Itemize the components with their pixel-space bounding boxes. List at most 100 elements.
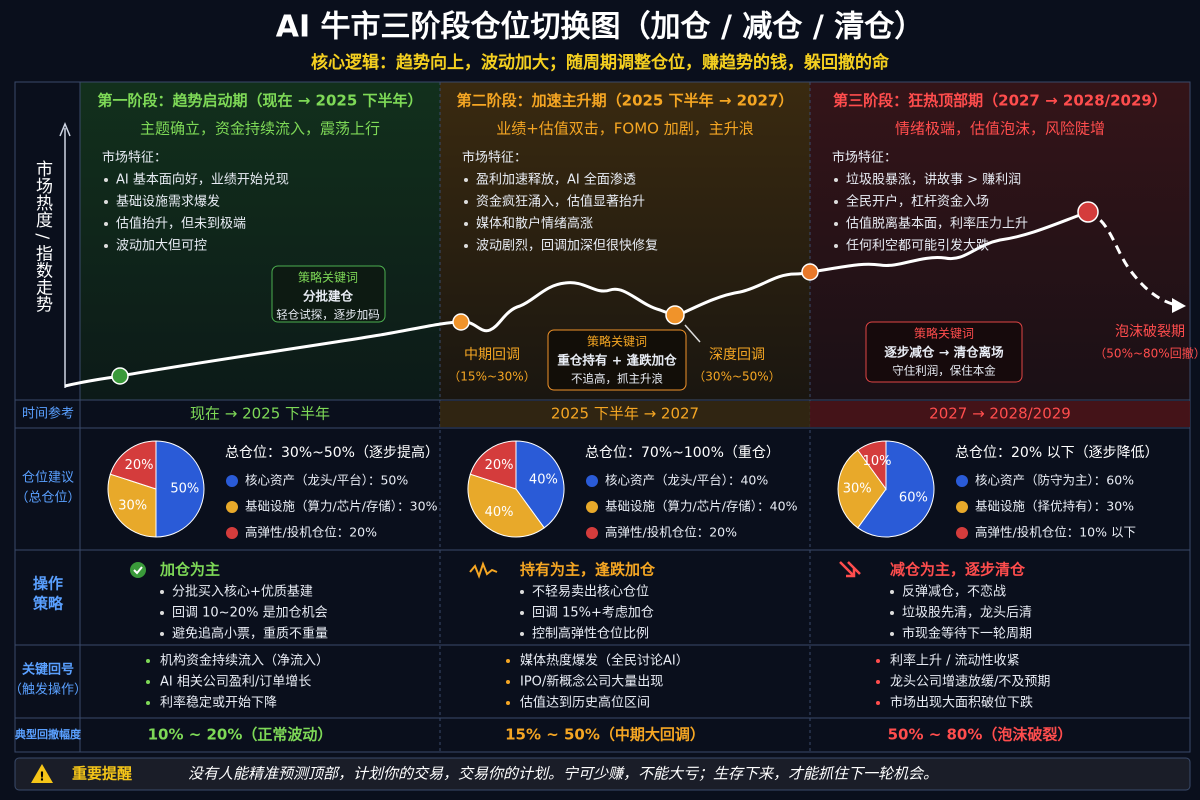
keyword-line: 不追高，抓主升浪 <box>571 372 663 386</box>
bullet <box>104 244 108 248</box>
milestone-dot <box>801 263 819 281</box>
bullet <box>876 701 880 705</box>
bullet <box>146 659 150 663</box>
row-label: 策略 <box>32 595 64 613</box>
feature: 盈利加速释放，AI 全面渗透 <box>476 172 636 188</box>
feature: 媒体和散户情绪高涨 <box>476 216 593 232</box>
pie-label: 40% <box>529 473 558 488</box>
signal-item: 龙头公司增速放缓/不及预期 <box>890 675 1050 690</box>
row-sublabel: （总仓位） <box>15 491 80 506</box>
feature: 全民开户，杠杆资金入场 <box>846 194 989 210</box>
pie-slice <box>467 473 545 538</box>
title: AI 牛市三阶段仓位切换图（加仓 / 减仓 / 清仓） <box>276 10 925 45</box>
legend-dot <box>586 501 598 513</box>
legend-dot <box>956 527 968 539</box>
keyword-title: 策略关键词 <box>914 326 974 341</box>
milestone-dot <box>665 305 685 325</box>
signal-item: AI 相关公司盈利/订单增长 <box>160 675 311 690</box>
bullet <box>834 178 838 182</box>
ops-item: 避免追高小票，重质不重量 <box>172 626 328 642</box>
milestone-dot <box>452 313 470 331</box>
phase-title: 第二阶段：加速主升期（2025 下半年 → 2027） <box>457 92 794 110</box>
keyword-title: 策略关键词 <box>298 270 358 285</box>
bullet <box>876 659 880 663</box>
bullet <box>464 200 468 204</box>
legend-item: 高弹性/投机仓位：10% 以下 <box>975 525 1136 540</box>
trend-curve-dashed <box>1087 210 1181 308</box>
phase-bg <box>80 82 440 400</box>
icon <box>469 561 498 579</box>
icon <box>839 561 861 578</box>
phase-tagline: 情绪极端，估值泡沫，风险陡增 <box>895 120 1105 138</box>
feature: 波动加大但可控 <box>116 239 207 254</box>
bullet <box>890 632 894 636</box>
feature: AI 基本面向好，业绩开始兑现 <box>116 172 289 188</box>
legend-item: 核心资产（龙头/平台）：40% <box>605 473 768 488</box>
pie-label: 50% <box>170 482 199 497</box>
time-cell: 2027 → 2028/2029 <box>929 405 1071 423</box>
pie-label: 40% <box>485 505 514 520</box>
legend-dot <box>586 475 598 487</box>
bullet <box>520 632 524 636</box>
pie-label: 10% <box>863 454 892 469</box>
keyword-line: 分批建仓 <box>303 289 354 304</box>
point-label: 中期回调 <box>464 347 520 363</box>
bullet <box>160 632 164 636</box>
feature: 基础设施需求爆发 <box>116 194 220 210</box>
ops-item: 反弹减仓，不恋战 <box>902 584 1006 600</box>
legend-item: 核心资产（龙头/平台）：50% <box>245 473 408 488</box>
bullet <box>834 200 838 204</box>
ops-item: 不轻易卖出核心仓位 <box>532 585 649 600</box>
feature: 估值脱离基本面，利率压力上升 <box>846 216 1028 232</box>
legend-dot <box>586 527 598 539</box>
legend-item: 基础设施（算力/芯片/存储）：40% <box>605 499 798 514</box>
feature: 波动剧烈，回调加深但很快修复 <box>476 239 658 254</box>
subtitle: 核心逻辑：趋势向上，波动加大；随周期调整仓位，赚趋势的钱，躲回撤的命 <box>311 52 890 73</box>
icon <box>133 566 143 575</box>
pie-label: 30% <box>843 482 872 497</box>
pie-label: 30% <box>118 498 147 513</box>
legend-item: 高弹性/投机仓位：20% <box>245 525 377 540</box>
position-total: 总仓位：70%~100%（重仓） <box>585 445 780 461</box>
signal-item: 估值达到历史高位区间 <box>520 695 650 711</box>
bullet <box>890 590 894 594</box>
time-bg <box>810 401 1190 427</box>
phase-title: 第三阶段：狂热顶部期（2027 → 2028/2029） <box>833 92 1167 110</box>
legend-item: 基础设施（择优持有）：30% <box>975 499 1134 514</box>
phase-tagline: 主题确立，资金持续流入，震荡上行 <box>140 120 380 138</box>
bullet <box>146 680 150 684</box>
warning-icon <box>31 764 53 783</box>
pie-slice <box>837 449 887 529</box>
position-total: 总仓位：20% 以下（逐步降低） <box>955 445 1159 461</box>
point-label: 深度回调 <box>709 347 765 363</box>
pie-slice <box>109 440 157 490</box>
legend-dot <box>226 475 238 487</box>
signal-item: 利率上升 / 流动性收紧 <box>890 653 1020 669</box>
bullet <box>464 222 468 226</box>
pie-slice <box>857 440 935 538</box>
signal-item: 市场出现大面积破位下跌 <box>890 695 1033 711</box>
point-label: 泡沫破裂期 <box>1115 324 1185 340</box>
pie-slice <box>515 440 565 529</box>
ops-item: 分批买入核心+优质基建 <box>172 585 313 600</box>
point-sub: （50%~80%回撤） <box>1094 346 1200 361</box>
time-cell: 现在 → 2025 下半年 <box>190 405 330 423</box>
legend-dot <box>226 527 238 539</box>
drawdown-cell: 10% ~ 20%（正常波动） <box>148 726 333 744</box>
bullet <box>160 611 164 615</box>
legend-dot <box>956 475 968 487</box>
point-sub: （15%~30%） <box>448 370 535 384</box>
drawdown-cell: 15% ~ 50%（中期大回调） <box>505 726 705 744</box>
features-title: 市场特征： <box>102 150 167 166</box>
position-total: 总仓位：30%~50%（逐步提高） <box>225 444 439 461</box>
bullet <box>520 590 524 594</box>
bullet <box>146 701 150 705</box>
curve-arrow <box>1172 298 1186 313</box>
warning-mark: ! <box>39 770 44 784</box>
bullet <box>464 244 468 248</box>
keyword-box <box>271 265 386 323</box>
feature: 垃圾股暴涨，讲故事 > 赚利润 <box>846 172 1021 188</box>
pie-slice <box>857 440 887 491</box>
trend-curve <box>64 210 1089 388</box>
